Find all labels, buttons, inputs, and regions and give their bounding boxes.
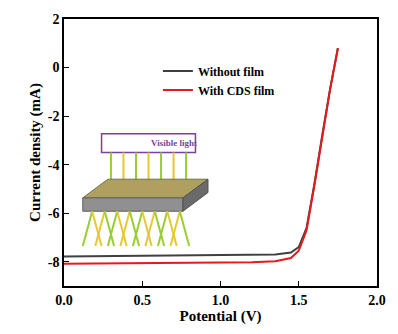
svg-text:2: 2 [52, 12, 59, 27]
svg-text:0.0: 0.0 [55, 293, 73, 308]
svg-text:-4: -4 [48, 158, 60, 173]
svg-text:-2: -2 [48, 109, 60, 124]
svg-text:Visible light: Visible light [151, 138, 197, 148]
svg-text:0.5: 0.5 [134, 293, 152, 308]
svg-text:0: 0 [52, 60, 59, 75]
svg-text:Potential (V): Potential (V) [179, 308, 261, 325]
svg-text:-8: -8 [48, 255, 60, 270]
svg-text:2.0: 2.0 [368, 293, 386, 308]
svg-text:Without film: Without film [198, 65, 264, 79]
svg-text:-6: -6 [48, 206, 60, 221]
svg-text:1.5: 1.5 [290, 293, 308, 308]
svg-text:1.0: 1.0 [212, 293, 230, 308]
svg-text:With CDS film: With CDS film [198, 84, 274, 98]
svg-text:Current density (mA): Current density (mA) [27, 83, 44, 222]
